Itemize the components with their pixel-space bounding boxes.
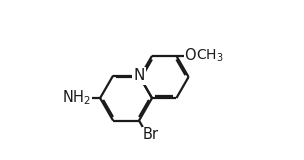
Text: O: O [185,48,196,63]
Text: N: N [133,68,145,83]
Text: NH$_2$: NH$_2$ [62,89,91,107]
Text: CH$_3$: CH$_3$ [196,48,224,64]
Text: Br: Br [143,127,159,142]
